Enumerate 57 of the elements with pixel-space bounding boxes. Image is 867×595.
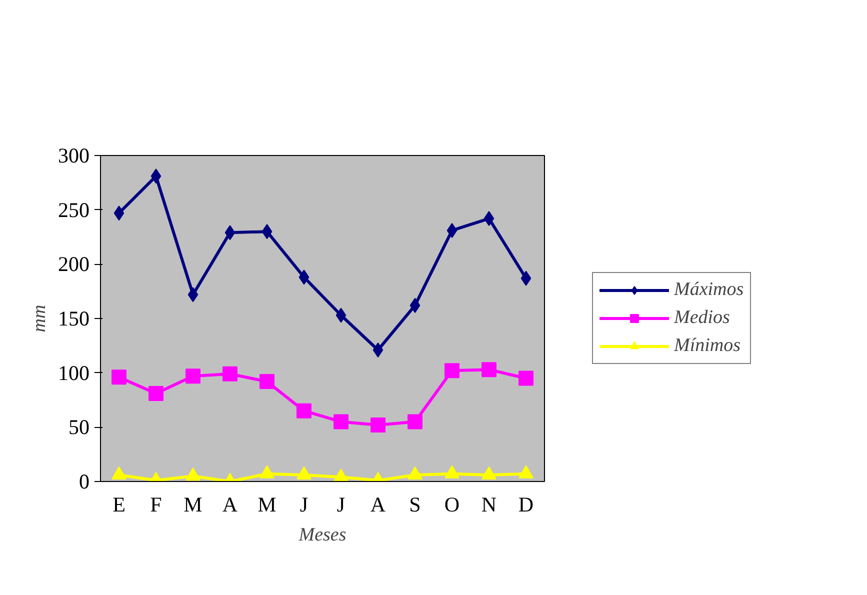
point bbox=[444, 465, 460, 478]
x-tick-label: F bbox=[150, 492, 162, 516]
point bbox=[114, 206, 124, 221]
x-tick-label: M bbox=[258, 492, 277, 516]
y-tick-label: 200 bbox=[58, 252, 90, 276]
point bbox=[298, 270, 310, 285]
point bbox=[484, 211, 494, 226]
y-tick-label: 300 bbox=[58, 144, 90, 168]
x-tick-label: J bbox=[300, 492, 308, 516]
point bbox=[408, 414, 422, 430]
point bbox=[444, 363, 460, 378]
point bbox=[518, 370, 534, 386]
legend-label: Máximos bbox=[674, 279, 744, 301]
legend-label: Mínimos bbox=[674, 335, 740, 357]
point bbox=[334, 414, 348, 430]
y-tick-label: 150 bbox=[58, 306, 90, 330]
point bbox=[112, 370, 126, 385]
point bbox=[188, 287, 198, 302]
x-tick-label: S bbox=[409, 492, 421, 516]
point bbox=[224, 225, 236, 240]
x-tick-label: E bbox=[112, 492, 126, 516]
y-axis-title: mm bbox=[29, 304, 50, 332]
point bbox=[334, 468, 348, 482]
x-tick-label: M bbox=[184, 492, 203, 516]
point bbox=[260, 465, 274, 478]
point bbox=[148, 386, 164, 401]
legend-label: Medios bbox=[674, 307, 730, 329]
point bbox=[482, 466, 496, 480]
point bbox=[518, 465, 534, 478]
point bbox=[186, 368, 200, 384]
x-tick-label: N bbox=[481, 492, 497, 516]
y-tick-label: 50 bbox=[68, 415, 90, 440]
point bbox=[370, 417, 386, 432]
point bbox=[222, 366, 238, 382]
y-tick-label: 250 bbox=[58, 198, 90, 222]
point bbox=[408, 466, 422, 480]
point bbox=[296, 403, 312, 418]
y-tick-label: 0 bbox=[79, 470, 90, 494]
point bbox=[262, 224, 272, 240]
point bbox=[482, 362, 496, 378]
x-tick-label: D bbox=[518, 492, 534, 516]
point bbox=[186, 467, 200, 481]
x-tick-label: A bbox=[222, 492, 238, 516]
point bbox=[446, 222, 458, 238]
point bbox=[336, 308, 346, 323]
x-tick-label: A bbox=[370, 492, 386, 516]
point bbox=[410, 298, 420, 313]
point bbox=[520, 270, 532, 286]
point bbox=[112, 466, 126, 480]
point bbox=[150, 168, 162, 184]
point bbox=[260, 374, 274, 390]
x-tick-label: J bbox=[336, 492, 346, 516]
point bbox=[372, 342, 384, 358]
y-tick-label: 100 bbox=[58, 360, 90, 385]
x-tick-label: O bbox=[444, 492, 460, 516]
point bbox=[296, 466, 312, 480]
x-axis-title: Meses bbox=[298, 524, 346, 546]
